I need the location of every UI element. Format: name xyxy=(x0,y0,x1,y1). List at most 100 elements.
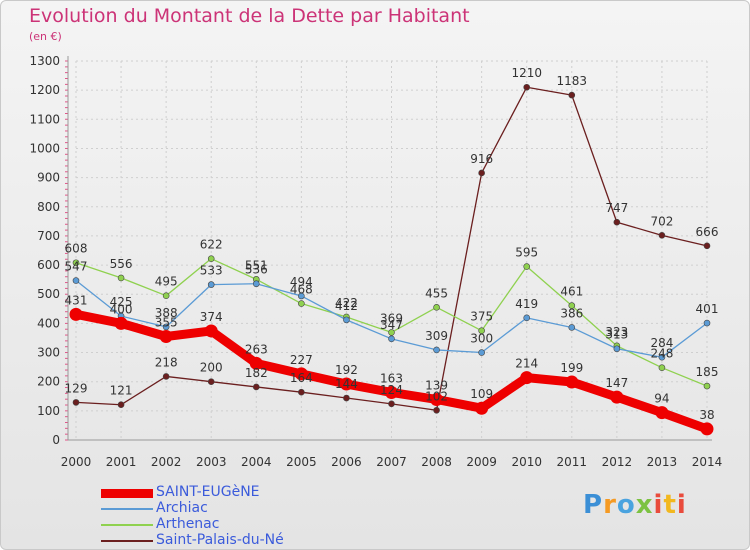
data-label: 556 xyxy=(110,257,133,271)
data-label: 124 xyxy=(380,383,403,397)
data-point xyxy=(565,375,579,389)
data-point xyxy=(252,280,260,288)
data-point xyxy=(388,329,395,336)
data-point xyxy=(252,383,260,391)
data-label: 551 xyxy=(245,258,268,272)
data-label: 182 xyxy=(245,366,268,380)
data-label: 412 xyxy=(335,299,358,313)
data-label: 192 xyxy=(335,363,358,377)
x-tick-label: 2008 xyxy=(421,455,452,469)
data-point xyxy=(162,373,170,380)
data-point xyxy=(162,292,170,299)
y-tick-label: 200 xyxy=(37,375,60,389)
data-label: 199 xyxy=(560,361,583,375)
data-point xyxy=(655,406,669,420)
data-point xyxy=(700,422,714,436)
x-tick-label: 2014 xyxy=(692,455,723,469)
data-label: 386 xyxy=(560,306,583,320)
data-label: 102 xyxy=(425,389,448,403)
chart-title: Evolution du Montant de la Dette par Hab… xyxy=(29,5,470,27)
data-point xyxy=(117,401,125,409)
data-label: 94 xyxy=(654,392,669,406)
data-label: 494 xyxy=(290,275,313,289)
data-labels: 129 121 218 200 182 164 144 124 102 916 1210 1183 74… xyxy=(65,66,719,422)
data-point xyxy=(523,83,531,91)
x-tick-label: 2005 xyxy=(286,455,317,469)
x-tick-label: 2010 xyxy=(511,455,542,469)
data-label: 1183 xyxy=(557,74,588,88)
y-tick-label: 400 xyxy=(37,316,60,330)
data-label: 400 xyxy=(110,302,133,316)
data-point xyxy=(298,388,305,396)
data-label: 622 xyxy=(200,238,223,252)
data-point xyxy=(204,324,218,338)
data-point xyxy=(703,319,711,327)
y-tick-label: 600 xyxy=(37,258,60,272)
data-point xyxy=(523,263,531,270)
data-label: 431 xyxy=(65,293,88,307)
data-label: 355 xyxy=(155,316,178,330)
data-point xyxy=(72,399,80,406)
data-label: 313 xyxy=(605,328,628,342)
data-label: 536 xyxy=(245,263,268,277)
data-point xyxy=(610,390,624,404)
data-point xyxy=(159,330,173,344)
data-point xyxy=(703,382,711,390)
data-point xyxy=(388,335,395,343)
data-point xyxy=(207,255,215,262)
data-point xyxy=(433,406,440,414)
data-point xyxy=(339,377,353,391)
data-label: 916 xyxy=(470,152,493,166)
data-label: 388 xyxy=(155,306,178,320)
data-label: 419 xyxy=(515,297,538,311)
legend-label: Saint-Palais-du-Né xyxy=(156,532,284,548)
data-point xyxy=(117,274,125,282)
data-label: 468 xyxy=(290,283,313,297)
y-tick-label: 300 xyxy=(37,346,60,360)
data-point xyxy=(298,292,305,300)
data-point xyxy=(568,324,576,331)
data-point xyxy=(523,314,531,322)
data-point xyxy=(388,400,395,408)
data-label: 401 xyxy=(696,302,719,316)
y-tick-label: 1300 xyxy=(29,54,60,68)
data-point xyxy=(433,304,440,311)
data-label: 218 xyxy=(155,355,178,369)
data-point xyxy=(343,394,350,402)
data-label: 595 xyxy=(515,246,538,260)
data-point xyxy=(162,323,170,331)
data-label: 163 xyxy=(380,371,403,385)
data-point xyxy=(568,91,576,99)
y-tick-label: 700 xyxy=(37,229,60,243)
y-tick-label: 100 xyxy=(37,404,60,418)
x-tick-label: 2003 xyxy=(196,455,227,469)
data-label: 422 xyxy=(335,296,358,310)
data-point xyxy=(298,300,305,307)
x-tick-label: 2007 xyxy=(376,455,407,469)
data-point xyxy=(207,281,215,288)
data-label: 309 xyxy=(425,329,448,343)
y-tick-label: 900 xyxy=(37,171,60,185)
y-tick-label: 800 xyxy=(37,200,60,214)
legend-label: Archiac xyxy=(156,500,208,516)
series-lines xyxy=(69,83,714,436)
data-point xyxy=(114,316,128,330)
data-label: 375 xyxy=(470,310,493,324)
data-label: 300 xyxy=(470,332,493,346)
data-point xyxy=(69,307,83,321)
x-tick-label: 2004 xyxy=(241,455,272,469)
legend-swatch xyxy=(101,524,153,526)
data-label: 547 xyxy=(65,260,88,274)
data-point xyxy=(385,385,398,399)
data-label: 38 xyxy=(699,408,714,422)
data-label: 455 xyxy=(425,286,448,300)
data-point xyxy=(658,232,666,239)
data-label: 147 xyxy=(605,376,628,390)
data-point xyxy=(613,218,621,226)
data-point xyxy=(207,378,215,385)
data-label: 374 xyxy=(200,310,223,324)
axes: 0 100 200 300 400 500 600 700 800 900 1000 1100 1200… xyxy=(29,54,722,469)
data-label: 121 xyxy=(110,384,133,398)
data-point xyxy=(703,242,711,250)
